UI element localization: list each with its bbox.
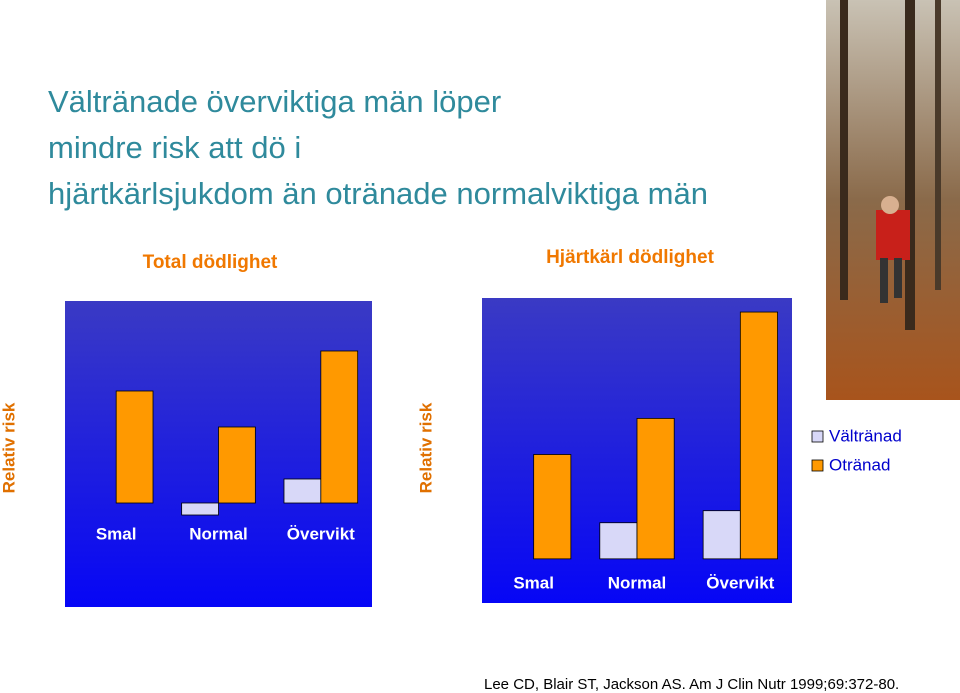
charts: Total dödlighet Relativ risk Smal Normal Öve… bbox=[0, 247, 902, 607]
bar bbox=[739, 311, 778, 560]
bar bbox=[702, 510, 741, 560]
chart-title: Total dödlighet bbox=[143, 252, 278, 273]
bar bbox=[218, 426, 256, 504]
x-tick-label: Övervikt bbox=[287, 524, 355, 543]
y-axis-label: Relativ risk bbox=[0, 402, 18, 493]
bar bbox=[533, 454, 572, 560]
legend-label: Otränad bbox=[829, 455, 890, 474]
x-tick-label: Övervikt bbox=[706, 573, 774, 592]
legend-label: Vältränad bbox=[829, 426, 902, 445]
legend-swatch bbox=[811, 459, 824, 472]
chart-title: Hjärtkärl dödlighet bbox=[546, 247, 715, 268]
bar bbox=[636, 417, 675, 560]
y-axis-label: Relativ risk bbox=[416, 402, 435, 493]
x-tick-label: Smal bbox=[513, 573, 554, 592]
photo bbox=[826, 0, 960, 400]
slide-title: Vältränade överviktiga män löper mindre r… bbox=[48, 84, 708, 211]
citation: Lee CD, Blair ST, Jackson AS. Am J Clin … bbox=[484, 676, 899, 693]
bar bbox=[181, 502, 219, 516]
bar bbox=[115, 390, 154, 504]
x-tick-label: Smal bbox=[96, 524, 137, 543]
bar bbox=[320, 350, 359, 504]
x-tick-label: Normal bbox=[189, 524, 248, 543]
bar bbox=[283, 478, 322, 504]
x-tick-label: Normal bbox=[608, 573, 667, 592]
legend-swatch bbox=[811, 430, 824, 443]
bar bbox=[599, 522, 638, 560]
